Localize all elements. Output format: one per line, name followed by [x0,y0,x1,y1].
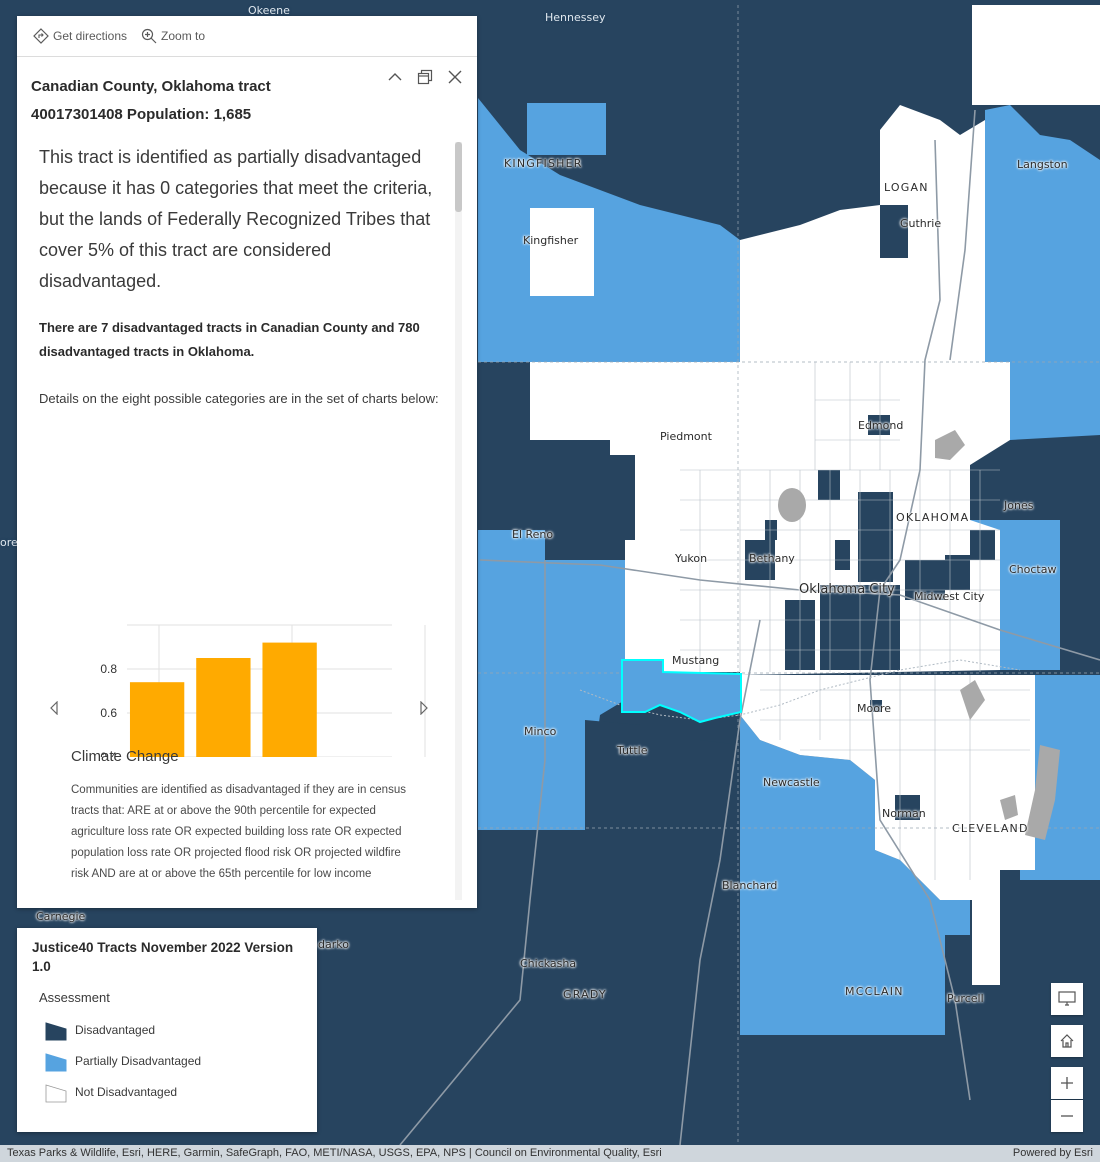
chart-category-description: Communities are identified as disadvanta… [71,784,406,880]
legend-label-disadvantaged: Disadvantaged [75,1023,156,1037]
map-label-chickasha: Chickasha [520,957,577,970]
map-label-anadarko: darko [318,938,349,951]
monitor-icon [1058,991,1076,1006]
map-label-edmond: Edmond [858,419,904,432]
popup-header: Canadian County, Oklahoma tract 40017301… [17,57,477,129]
legend-item-partial: Partially Disadvantaged [45,1050,201,1072]
legend-item-not: Not Disadvantaged [45,1081,177,1103]
zoom-to-button[interactable]: Zoom to [141,28,205,44]
county-lines [478,5,1100,1145]
popup-lead-text: This tract is identified as partially di… [39,147,433,291]
popup-count-text: There are 7 disadvantaged tracts in Cana… [39,320,420,359]
popup-action-bar: Get directions Zoom to [17,16,477,57]
legend-label-not: Not Disadvantaged [75,1085,178,1099]
close-icon[interactable] [447,69,463,85]
map-label-choctaw: Choctaw [1009,563,1057,576]
chart-ytick-label: 0.6 [100,706,117,720]
chart-ytick-label: 0.8 [100,662,117,676]
powered-by-esri-link[interactable]: Powered by Esri [1012,1147,1093,1159]
disadvantaged-tracts [478,205,995,1085]
popup-title-line2: 40017301408 Population: 1,685 [31,106,252,123]
get-directions-label: Get directions [53,29,128,43]
basemap-toggle-button[interactable] [1051,983,1083,1015]
map-label-kingfisher: Kingfisher [523,234,579,247]
chevron-right-icon [420,700,428,716]
map-label-piedmont: Piedmont [660,430,712,443]
legend-label-partial: Partially Disadvantaged [75,1054,202,1068]
map-label-minco: Minco [524,725,557,738]
zoom-to-label: Zoom to [161,29,206,43]
previous-chart-button[interactable] [49,700,59,720]
selected-tract-outline[interactable] [621,659,742,724]
map-label-jones: Jones [1004,499,1034,512]
minus-icon [1061,1115,1073,1117]
map-label-midwest-city: Midwest City [914,590,985,603]
map-label-oklahoma-city: Oklahoma City [799,582,895,597]
dock-icon[interactable] [417,69,433,85]
map-label-langston: Langston [1017,158,1068,171]
zoom-in-icon [141,28,157,44]
map-label-purcell: Purcell [947,992,984,1005]
map-label-grady: GRADY [563,988,607,1001]
home-button[interactable] [1051,1025,1083,1057]
chart-category-title: Climate Change [71,748,179,765]
map-label-yukon: Yukon [675,552,708,565]
map-label-logan: LOGAN [884,181,929,194]
map-label-edge: ore [0,536,18,549]
popup-details-text: Details on the eight possible categories… [39,391,439,406]
popup-scrollbar[interactable] [455,142,462,900]
collapse-chevron-up-icon[interactable] [387,69,403,85]
map-label-mcclain: MCCLAIN [845,985,904,998]
lakes [778,430,1060,840]
map-label-blanchard: Blanchard [722,879,778,892]
feature-popup: Get directions Zoom to Canadian County, … [17,16,477,908]
get-directions-button[interactable]: Get directions [33,28,127,44]
next-chart-button[interactable] [419,700,429,720]
bar-chart-svg: 0.20.40.60.8 [100,624,426,846]
map-label-oklahoma-county: OKLAHOMA [896,511,970,524]
map-label-moore: Moore [857,702,891,715]
chart-bar[interactable] [196,658,251,845]
category-chart: 0.20.40.60.8 [17,497,453,846]
attribution-bar: Texas Parks & Wildlife, Esri, HERE, Garm… [0,1145,1100,1162]
popup-title-line1: Canadian County, Oklahoma tract [31,78,271,95]
tract-grid [680,362,1030,880]
legend-subtitle: Assessment [39,990,110,1005]
chevron-left-icon [50,700,58,716]
legend-title: Justice40 Tracts November 2022 Version 1… [32,940,294,974]
map-label-mustang: Mustang [672,654,720,667]
map-label-newcastle: Newcastle [763,776,820,789]
map-label-carnegie: Carnegie [36,910,86,923]
zoom-out-button[interactable] [1051,1100,1083,1132]
map-label-norman: Norman [882,807,926,820]
legend-swatch-disadvantaged [45,1022,67,1041]
legend-swatch-partial [45,1053,67,1072]
map-label-bethany: Bethany [749,552,795,565]
directions-icon [33,28,49,44]
map-label-cleveland: CLEVELAND [952,822,1029,835]
legend-item-disadvantaged: Disadvantaged [45,1019,155,1041]
plus-icon [1061,1077,1073,1089]
map-label-el-reno: El Reno [512,528,554,541]
map-label-okeene: Okeene [248,4,290,17]
zoom-in-button[interactable] [1051,1067,1083,1099]
chart-bar[interactable] [262,642,317,845]
roads [399,109,1100,1146]
scrollbar-thumb[interactable] [455,142,462,212]
map-legend: Justice40 Tracts November 2022 Version 1… [17,928,317,1132]
popup-content: This tract is identified as partially di… [17,142,453,908]
home-icon [1060,1034,1074,1048]
map-label-hennessey: Hennessey [545,11,606,24]
map-label-tuttle: Tuttle [617,744,648,757]
chart-bar[interactable] [129,682,185,845]
map-label-guthrie: Guthrie [900,217,942,230]
attribution-text: Texas Parks & Wildlife, Esri, HERE, Garm… [7,1147,662,1159]
legend-swatch-not [45,1084,67,1103]
map-label-kingfisher-county: KINGFISHER [504,157,583,170]
